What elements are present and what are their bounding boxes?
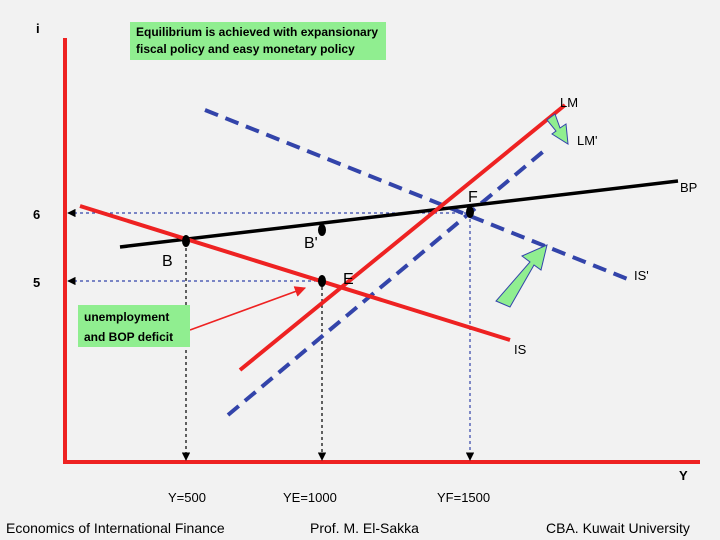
y-axis-label: i [36,21,40,36]
bp-curve [119,179,679,249]
point-e-marker [318,275,326,287]
point-f-marker [466,206,474,218]
note-pointer-arrow [189,286,307,331]
lm-shift-arrow [546,113,569,145]
bp-label: BP [680,180,697,195]
policy-note: Equilibrium is achieved with expansionar… [130,22,386,60]
point-b-prime-label: B' [304,235,318,252]
lm-prime-label: LM' [577,133,598,148]
lm-curve [238,103,567,372]
is-curve [79,204,511,342]
lm-prime-curve [226,148,547,417]
is-shift-arrow [495,244,548,308]
footer-course: Economics of International Finance [6,520,225,536]
x-tick-y500: Y=500 [168,490,206,505]
x-tick-ye1000: YE=1000 [283,490,337,505]
is-prime-curve [204,108,631,282]
footer-author: Prof. M. El-Sakka [310,520,419,536]
unemployment-note: unemployment and BOP deficit [78,305,190,347]
x-axis-label: Y [679,468,688,483]
y-tick-6: 6 [33,207,40,222]
point-e-label: E [343,271,354,288]
footer-university: CBA. Kuwait University [546,520,690,536]
lm-label: LM [560,95,578,110]
point-b-label: B [162,253,173,270]
x-tick-yf1500: YF=1500 [437,490,490,505]
is-label: IS [514,342,527,357]
point-b-prime-marker [318,224,326,236]
y-tick-5: 5 [33,275,40,290]
point-b-marker [182,235,190,247]
point-f-label: F [468,189,478,206]
is-prime-label: IS' [634,268,649,283]
